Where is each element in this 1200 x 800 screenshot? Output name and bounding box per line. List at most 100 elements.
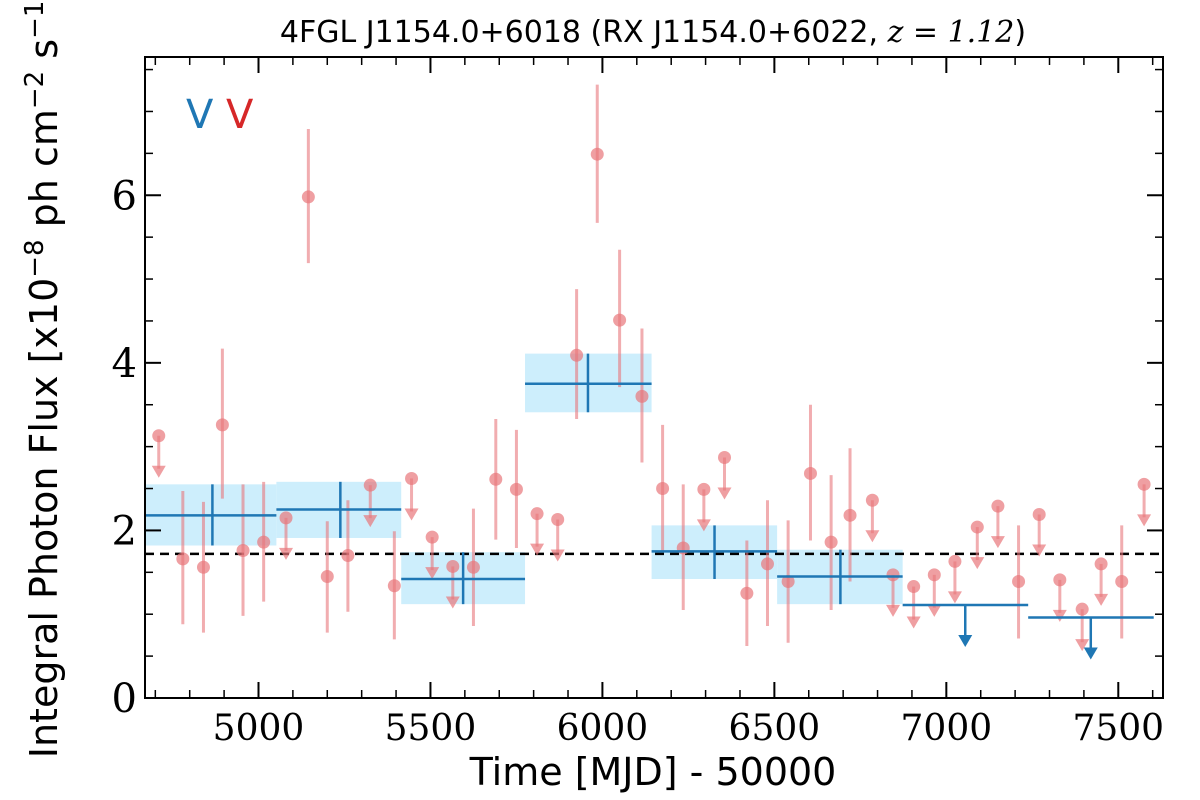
y-axis-label-exp3: −1 <box>20 1 50 39</box>
x-tick-label-5: 7500 <box>1072 708 1164 749</box>
short-bin-point-20 <box>781 575 795 589</box>
short-bin-ul-arrow-10 <box>865 530 880 543</box>
short-bin-ul-point-4 <box>425 530 439 544</box>
short-bin-ul-arrow-21 <box>1137 514 1152 527</box>
short-bin-ul-arrow-20 <box>1094 593 1109 606</box>
short-bin-ul-arrow-6 <box>530 543 545 556</box>
short-bin-ul-point-11 <box>886 568 900 582</box>
chart-title: 4FGL J1154.0+6018 (RX J1154.0+6022, z = … <box>280 15 1026 50</box>
short-bin-ul-arrow-11 <box>886 604 901 617</box>
y-axis-label-mid2: s <box>22 39 66 71</box>
chart-title-close: ) <box>1014 15 1026 50</box>
short-bin-ul-point-5 <box>446 559 460 573</box>
short-bin-ul-point-20 <box>1094 557 1108 571</box>
short-bin-point-15 <box>635 389 649 403</box>
short-bin-point-11 <box>509 482 523 496</box>
short-bin-ul-point-8 <box>697 482 711 496</box>
y-tick-label-2: 4 <box>112 341 137 387</box>
legend-mark-red: V <box>226 92 254 138</box>
x-tick-label-0: 5000 <box>213 708 305 749</box>
y-tick-label-3: 6 <box>112 173 137 219</box>
short-bin-point-14 <box>613 313 627 327</box>
chart-title-main: 4FGL J1154.0+6018 (RX J1154.0+6022, <box>280 15 888 50</box>
long-bin-ul-arrow-0 <box>958 634 973 647</box>
short-bin-point-5 <box>301 190 315 204</box>
short-bin-ul-point-16 <box>991 499 1005 513</box>
plot-axes: 5000 5500 6000 6500 7000 7500 0 2 4 6 <box>112 56 1164 749</box>
legend-marks: V V <box>186 92 254 138</box>
short-bin-ul-point-10 <box>865 493 879 507</box>
short-bin-point-2 <box>215 418 229 432</box>
short-bin-point-25 <box>1115 575 1129 589</box>
short-bin-point-18 <box>740 586 754 600</box>
short-bin-ul-arrow-1 <box>279 547 294 560</box>
short-bin-ul-arrow-13 <box>927 604 942 617</box>
short-bin-ul-arrow-19 <box>1075 639 1090 652</box>
y-axis-label: Integral Photon Flux [x10−8 ph cm−2 s−1] <box>20 0 66 758</box>
short-bin-ul-arrow-5 <box>445 596 460 609</box>
x-tick-label-4: 7000 <box>901 708 993 749</box>
plot-frame <box>144 56 1164 699</box>
short-bin-point-3 <box>236 544 250 558</box>
short-bin-ul-arrow-15 <box>970 557 985 570</box>
short-bin-ul-point-15 <box>970 520 984 534</box>
short-bin-ul-arrow-3 <box>404 508 419 521</box>
short-bin-ul-point-21 <box>1137 477 1151 491</box>
short-bin-ul-point-12 <box>907 580 921 594</box>
short-bin-ul-arrow-17 <box>1032 544 1047 557</box>
short-bin-ul-arrow-9 <box>717 487 732 500</box>
short-bin-ul-point-0 <box>152 429 166 443</box>
x-axis-label: Time [MJD] - 50000 <box>469 750 837 794</box>
chart-title-z: z = 1.12 <box>887 15 1015 50</box>
short-bin-point-12 <box>570 348 584 362</box>
short-bin-ul-arrow-12 <box>906 616 921 629</box>
long-bin-series <box>145 353 1154 660</box>
short-bin-ul-arrow-4 <box>425 567 440 580</box>
legend-mark-blue: V <box>186 92 214 138</box>
short-bin-ul-arrow-8 <box>696 519 711 532</box>
long-bin-ul-arrow-1 <box>1083 647 1098 660</box>
y-axis-label-close: ] <box>22 0 66 1</box>
y-axis-label-prefix: Integral Photon Flux [x10 <box>22 278 66 759</box>
y-tick-label-1: 2 <box>112 508 137 554</box>
short-bin-point-0 <box>176 552 190 566</box>
x-tick-label-1: 5500 <box>385 708 477 749</box>
short-bin-ul-point-2 <box>363 478 377 492</box>
short-bin-ul-point-7 <box>551 513 565 527</box>
short-bin-ul-arrow-14 <box>947 591 962 604</box>
x-tick-label-2: 6000 <box>557 708 649 749</box>
y-axis-label-mid: ph cm <box>22 109 66 239</box>
short-bin-point-16 <box>656 482 670 496</box>
short-bin-ul-point-17 <box>1032 507 1046 521</box>
short-bin-ul-point-18 <box>1053 573 1067 587</box>
short-bin-point-4 <box>257 535 271 549</box>
short-bin-point-23 <box>843 508 857 522</box>
short-bin-ul-point-3 <box>405 471 419 485</box>
short-bin-ul-arrow-2 <box>363 515 378 528</box>
short-bin-ul-arrow-7 <box>550 549 565 562</box>
short-bin-point-9 <box>466 560 480 574</box>
short-bin-point-8 <box>387 579 401 593</box>
short-bin-point-24 <box>1012 575 1026 589</box>
short-bin-point-19 <box>760 557 774 571</box>
short-bin-point-7 <box>341 549 355 563</box>
short-bin-point-22 <box>824 535 838 549</box>
x-tick-label-3: 6500 <box>729 708 821 749</box>
short-bin-ul-point-1 <box>279 511 293 525</box>
short-bin-point-6 <box>320 570 334 584</box>
y-tick-label-0: 0 <box>112 676 137 722</box>
y-axis-label-exp1: −8 <box>20 239 50 277</box>
short-bin-ul-point-14 <box>948 554 962 568</box>
short-bin-point-13 <box>590 147 604 161</box>
short-bin-ul-point-19 <box>1075 602 1089 616</box>
short-bin-point-10 <box>489 472 503 486</box>
short-bin-series <box>151 84 1152 652</box>
short-bin-ul-arrow-18 <box>1052 609 1067 622</box>
y-axis-label-exp2: −2 <box>20 71 50 109</box>
short-bin-ul-arrow-16 <box>990 536 1005 549</box>
short-bin-ul-point-13 <box>927 568 941 582</box>
short-bin-ul-point-9 <box>718 451 732 465</box>
short-bin-ul-arrow-0 <box>151 465 166 478</box>
short-bin-point-21 <box>803 466 817 480</box>
